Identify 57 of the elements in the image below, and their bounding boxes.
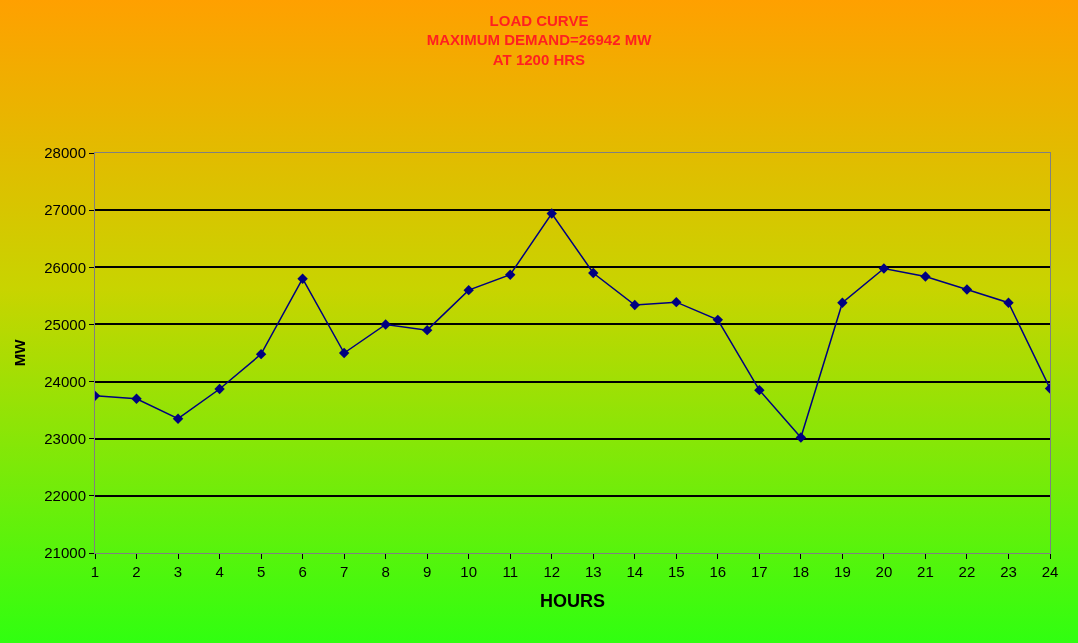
point bbox=[463, 284, 474, 296]
point bbox=[131, 393, 142, 404]
y-tick-label: 24000 bbox=[44, 372, 86, 390]
point bbox=[920, 271, 931, 282]
point bbox=[629, 299, 640, 311]
point bbox=[961, 284, 973, 295]
x-tick-label: 2 bbox=[132, 563, 141, 580]
point bbox=[214, 383, 225, 395]
x-tick-label: 5 bbox=[256, 563, 266, 580]
x-tick-label: 11 bbox=[502, 563, 519, 580]
point bbox=[712, 314, 724, 326]
x-tick-label: 1 bbox=[90, 563, 100, 580]
x-tick-label: 13 bbox=[584, 563, 602, 580]
x-axis-title: HOURS bbox=[539, 591, 606, 612]
y-tick-label: 27000 bbox=[44, 201, 86, 219]
x-tick-label: 10 bbox=[460, 563, 478, 580]
point bbox=[338, 347, 350, 359]
point bbox=[795, 432, 807, 443]
x-tick-label: 21 bbox=[917, 563, 934, 580]
y-tick-label: 26000 bbox=[44, 258, 86, 276]
x-tick-label: 7 bbox=[339, 563, 349, 580]
chart-title: LOAD CURVE MAXIMUM DEMAND=26942 MW AT 1200 HRS bbox=[426, 11, 653, 68]
x-tick-label: 16 bbox=[709, 563, 727, 580]
point bbox=[297, 273, 308, 284]
y-tick-label: 28000 bbox=[44, 144, 86, 162]
x-tick-label: 19 bbox=[834, 563, 851, 580]
point bbox=[505, 269, 516, 280]
point bbox=[546, 208, 557, 219]
x-tick-label: 17 bbox=[751, 563, 768, 580]
x-tick-label: 12 bbox=[543, 563, 561, 580]
y-tick-label: 22000 bbox=[44, 487, 86, 505]
x-tick-label: 20 bbox=[875, 563, 893, 580]
point bbox=[380, 319, 391, 330]
x-tick-label: 3 bbox=[173, 563, 183, 580]
x-tick-label: 8 bbox=[381, 563, 390, 580]
x-tick-label: 9 bbox=[423, 563, 432, 580]
point bbox=[878, 263, 890, 274]
point bbox=[671, 296, 682, 308]
point bbox=[1003, 297, 1014, 308]
x-tick-label: 6 bbox=[298, 563, 307, 580]
x-tick-label: 23 bbox=[1000, 563, 1017, 580]
point bbox=[837, 297, 848, 308]
x-tick-label: 14 bbox=[626, 563, 644, 580]
point bbox=[754, 384, 765, 396]
point bbox=[255, 348, 267, 360]
x-tick-label: 4 bbox=[215, 563, 224, 580]
x-tick-label: 22 bbox=[958, 563, 976, 580]
y-tick-label: 25000 bbox=[44, 315, 86, 333]
x-tick-label: 24 bbox=[1041, 563, 1059, 580]
y-tick-label: 23000 bbox=[44, 429, 86, 447]
x-tick-label: 18 bbox=[792, 563, 810, 580]
y-tick-label: 21000 bbox=[44, 544, 86, 562]
point bbox=[172, 413, 184, 424]
x-tick-label: 15 bbox=[667, 563, 685, 580]
y-axis-title: MW bbox=[10, 338, 28, 367]
point bbox=[421, 324, 433, 336]
point bbox=[588, 267, 599, 279]
